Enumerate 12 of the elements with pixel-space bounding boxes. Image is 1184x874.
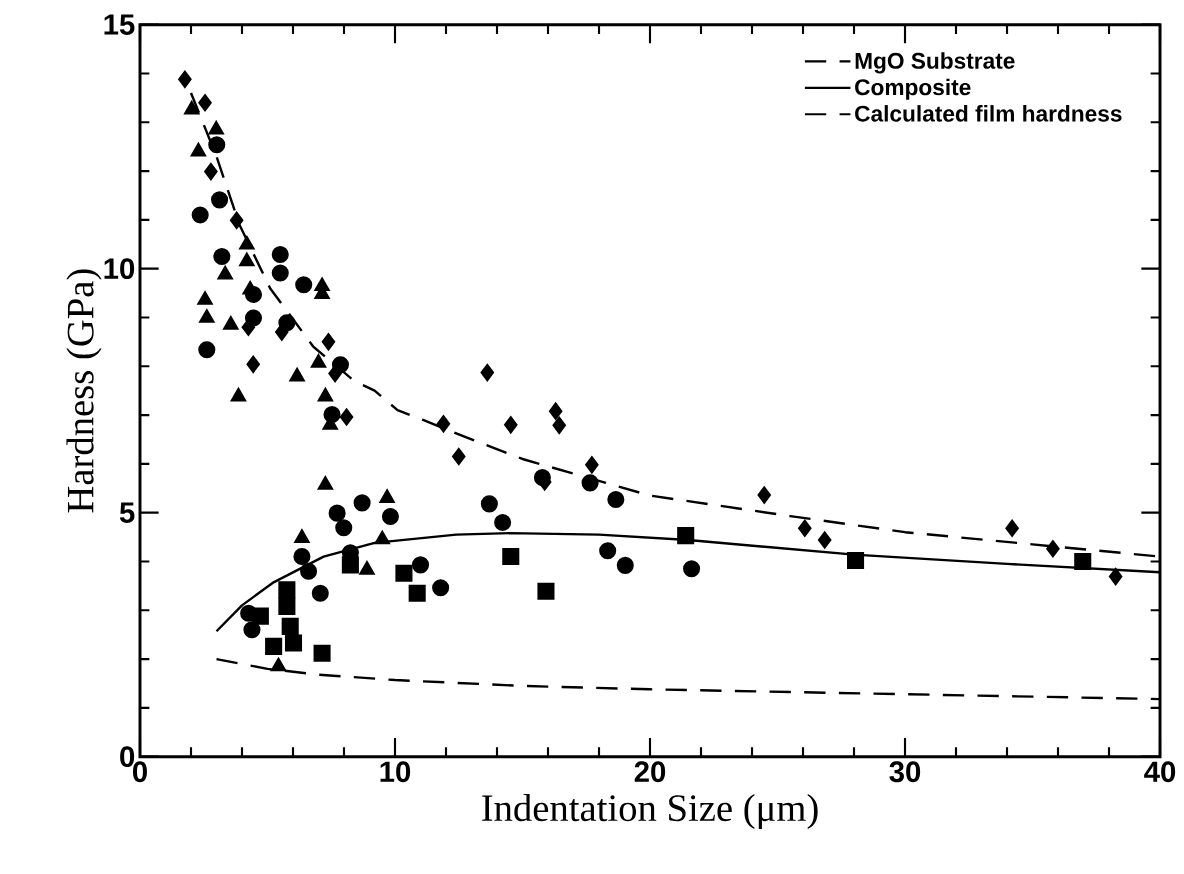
x-tick-label: 40	[1144, 761, 1176, 783]
legend-label: MgO Substrate	[855, 52, 1015, 74]
x-tick-label: 10	[380, 761, 411, 783]
x-tick-label: 30	[889, 761, 921, 783]
y-tick-label: 10	[104, 258, 135, 280]
legend-label: Calculated film hardness	[855, 105, 1122, 122]
y-tick-label: 15	[104, 14, 135, 35]
y-axis-title: Hardness (GPa)	[66, 269, 102, 513]
y-tick-label: 5	[119, 502, 135, 523]
x-axis-title: Indentation Size (μm)	[482, 794, 818, 830]
x-tick-label: 20	[634, 761, 666, 783]
legend-label: Composite	[855, 78, 971, 100]
